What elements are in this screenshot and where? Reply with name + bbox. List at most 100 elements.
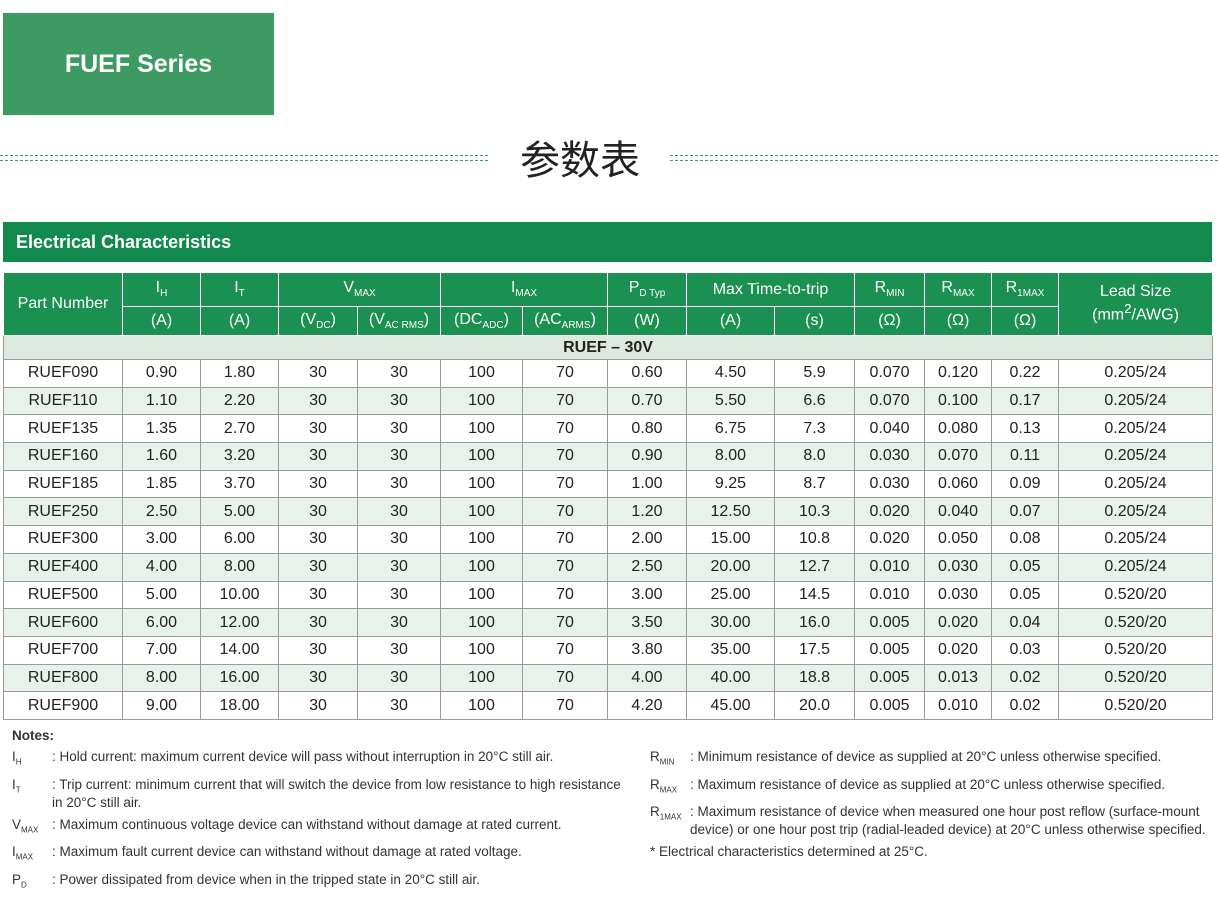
table-cell: RUEF110 <box>3 386 123 416</box>
table-cell: 8.00 <box>122 663 201 693</box>
table-cell: 30 <box>278 552 358 582</box>
header-row: Part Number IH IT VMAX IMAX PD Typ Max Time-to… <box>3 272 1214 336</box>
table-cell: 1.85 <box>122 469 201 499</box>
table-cell: 0.205/24 <box>1058 552 1214 582</box>
table-cell: 4.00 <box>122 552 201 582</box>
table-cell: 0.03 <box>991 635 1060 665</box>
table-cell: 20.0 <box>773 691 856 720</box>
table-cell: 5.9 <box>773 359 856 388</box>
header-cell: Lead Size (mm2/AWG) <box>1058 272 1214 336</box>
table-cell: 0.205/24 <box>1058 442 1214 471</box>
subscript: T <box>238 288 245 300</box>
table-cell: 5.00 <box>200 497 279 527</box>
text: (AC <box>534 310 562 328</box>
table-cell: 0.520/20 <box>1058 663 1214 693</box>
subscript: H <box>15 757 22 767</box>
subscript: DC <box>316 320 331 332</box>
table-cell: 0.02 <box>991 691 1060 720</box>
table-cell: 0.070 <box>854 386 926 416</box>
unit-cell: (Ω) <box>924 306 993 336</box>
note-text: : Maximum resistance of device when meas… <box>690 804 1206 838</box>
table-cell: 100 <box>440 497 523 527</box>
table-cell: 30 <box>357 442 441 471</box>
table-cell: RUEF400 <box>3 552 123 582</box>
table-cell: 30 <box>278 497 358 527</box>
header-units-row: (A) (A) (VDC) (VAC RMS) (DCADC) (ACARMS) (W) (A… <box>4 306 1213 336</box>
spec-table: Part Number IH IT VMAX IMAX PD Typ Max Time-to… <box>2 272 1214 720</box>
table-row: RUEF110 1.10 2.20 30 30 100 70 0.70 5.50 6.6 0.070… <box>3 386 1214 416</box>
table-row: RUEF090 0.90 1.80 30 30 100 70 0.60 4.50 5.9 0.070… <box>3 359 1214 388</box>
subscript: D <box>21 880 27 890</box>
table-cell: 30 <box>357 497 441 527</box>
group-row: RUEF – 30V <box>2 335 1214 360</box>
table-cell: 70 <box>522 497 608 527</box>
table-cell: 0.005 <box>854 691 926 720</box>
table-cell: 30 <box>357 525 441 554</box>
table-cell: 3.00 <box>122 525 201 554</box>
table-cell: 0.010 <box>854 580 926 610</box>
table-cell: 0.030 <box>854 442 926 471</box>
table-cell: 30 <box>278 691 358 720</box>
table-cell: 4.50 <box>686 359 775 388</box>
table-cell: 30 <box>278 442 358 471</box>
table-row: RUEF600 6.00 12.00 30 30 100 70 3.50 30.00 16.0 0.… <box>3 608 1214 637</box>
note-text: : Maximum continuous voltage device can … <box>52 816 562 832</box>
text: V <box>12 816 22 832</box>
table-cell: 0.020 <box>854 525 926 554</box>
table-cell: 8.0 <box>773 442 856 471</box>
table-cell: 4.00 <box>607 663 687 693</box>
table-cell: 0.205/24 <box>1058 525 1214 554</box>
table-cell: 30 <box>357 580 441 610</box>
table-cell: 0.05 <box>991 580 1060 610</box>
unit-cell: (Ω) <box>854 306 926 336</box>
text: I <box>12 776 16 792</box>
table-cell: 2.00 <box>607 525 687 554</box>
text: (Ω) <box>946 312 970 329</box>
table-cell: 0.040 <box>854 414 926 444</box>
unit-cell: (VAC RMS) <box>357 306 441 336</box>
header-cell: R1MAX <box>991 272 1060 307</box>
table-cell: 7.00 <box>122 635 201 665</box>
table-cell: 100 <box>440 359 523 388</box>
table-cell: 30 <box>278 414 358 444</box>
table-cell: 0.080 <box>924 414 993 444</box>
note: IT: Trip current: minimum current that w… <box>12 776 622 812</box>
table-cell: 4.20 <box>607 691 687 720</box>
text: (DC <box>454 310 483 328</box>
table-cell: RUEF900 <box>3 691 123 720</box>
table-cell: 10.3 <box>773 497 856 527</box>
table-cell: 0.070 <box>924 442 993 471</box>
note-symbol: VMAX <box>12 816 52 840</box>
table-cell: 1.60 <box>122 442 201 471</box>
table-cell: 0.005 <box>854 635 926 665</box>
table-cell: 30 <box>278 386 358 416</box>
table-cell: 0.013 <box>924 663 993 693</box>
table-cell: 0.020 <box>924 608 993 637</box>
note-symbol: PD <box>12 871 52 895</box>
table-cell: 30 <box>278 608 358 637</box>
note-symbol: IT <box>12 776 52 812</box>
table-cell: 0.60 <box>607 359 687 388</box>
table-cell: 0.205/24 <box>1058 359 1214 388</box>
text: (A) <box>228 312 251 329</box>
note-text: : Maximum fault current device can withs… <box>52 844 522 860</box>
table-cell: 0.100 <box>924 386 993 416</box>
table-cell: 9.25 <box>686 469 775 499</box>
divider <box>670 155 1218 161</box>
unit-cell: (s) <box>773 306 856 336</box>
subscript: T <box>15 785 21 795</box>
note: RMAX: Maximum resistance of device as su… <box>650 776 1210 800</box>
table-row: RUEF135 1.35 2.70 30 30 100 70 0.80 6.75 7.3 0.040… <box>3 414 1214 444</box>
table-cell: 0.050 <box>924 525 993 554</box>
text: (W) <box>634 312 660 329</box>
table-cell: RUEF500 <box>3 580 123 610</box>
group-label: RUEF – 30V <box>2 335 1214 360</box>
text: R <box>650 749 660 764</box>
table-cell: 12.7 <box>773 552 856 582</box>
text: ) <box>590 310 596 328</box>
table-cell: 0.205/24 <box>1058 497 1214 527</box>
table-cell: 30 <box>278 663 358 693</box>
table-cell: 16.00 <box>200 663 279 693</box>
table-cell: RUEF800 <box>3 663 123 693</box>
subscript: AC RMS <box>384 320 424 332</box>
